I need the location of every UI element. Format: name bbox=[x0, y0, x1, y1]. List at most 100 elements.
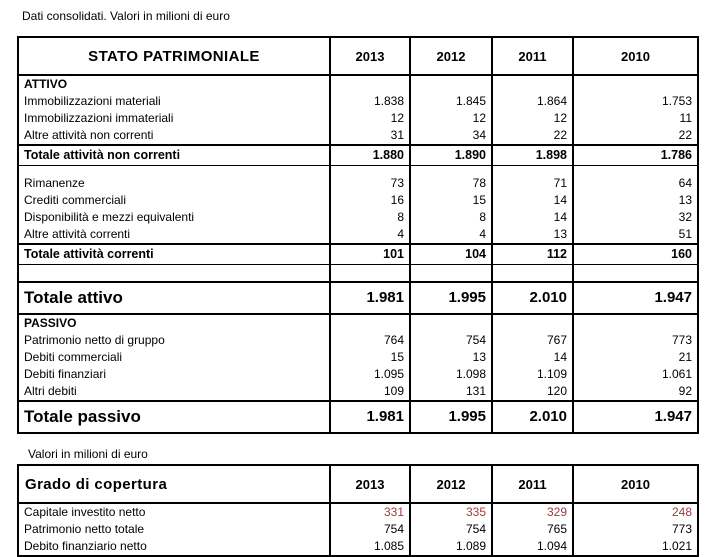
row-label: Rimanenze bbox=[24, 176, 85, 190]
value-cell: 2.010 bbox=[491, 281, 573, 315]
value-cell: 14 bbox=[491, 349, 573, 366]
value-cell: 31 bbox=[329, 127, 410, 145]
value-cell: 4 bbox=[329, 226, 410, 244]
value-cell: 13 bbox=[409, 349, 492, 366]
value-cell: 13 bbox=[491, 226, 573, 244]
value-cell: 1.098 bbox=[409, 366, 492, 383]
value-cell: 22 bbox=[572, 127, 698, 145]
value-cell: 1.753 bbox=[572, 93, 698, 110]
value-cell: 1.898 bbox=[491, 144, 573, 166]
value-cell: 1.094 bbox=[491, 538, 573, 556]
value-cell: 120 bbox=[491, 383, 573, 401]
year-header-2013: 2013 bbox=[329, 465, 410, 504]
table-row-subtotal: Totale attività non correnti 1.880 1.890… bbox=[18, 144, 698, 166]
value-cell: 32 bbox=[572, 209, 698, 226]
value-cell: 51 bbox=[572, 226, 698, 244]
value-cell bbox=[572, 75, 698, 93]
balance-sheet-table: STATO PATRIMONIALE 2013 2012 2011 2010 A… bbox=[17, 36, 699, 434]
value-cell: 13 bbox=[572, 192, 698, 209]
value-cell: 1.981 bbox=[329, 281, 410, 315]
balance-table-header-row: STATO PATRIMONIALE 2013 2012 2011 2010 bbox=[18, 37, 698, 76]
year-header-2011: 2011 bbox=[491, 465, 573, 504]
value-cell: 112 bbox=[491, 243, 573, 265]
value-cell: 773 bbox=[572, 332, 698, 349]
value-cell: 11 bbox=[572, 110, 698, 127]
empty-row bbox=[18, 264, 698, 282]
table-row: Debiti finanziari 1.095 1.098 1.109 1.06… bbox=[18, 366, 698, 383]
value-cell: 16 bbox=[329, 192, 410, 209]
value-cell: 15 bbox=[409, 192, 492, 209]
value-cell: 109 bbox=[329, 383, 410, 401]
value-cell: 1.786 bbox=[572, 144, 698, 166]
table-row-subtotal: Totale attività correnti 101 104 112 160 bbox=[18, 243, 698, 265]
table-row: Altri debiti 109 131 120 92 bbox=[18, 383, 698, 401]
table-row: Debito finanziario netto 1.085 1.089 1.0… bbox=[18, 538, 698, 556]
value-cell bbox=[409, 314, 492, 332]
row-label: Altre attività non correnti bbox=[24, 128, 154, 142]
coverage-table-title: Grado di copertura bbox=[18, 465, 330, 504]
value-cell: 754 bbox=[409, 521, 492, 538]
row-label: Immobilizzazioni materiali bbox=[24, 94, 161, 108]
table-row-capitale-investito: Capitale investito netto 331 335 329 248 bbox=[18, 503, 698, 521]
value-cell: 1.021 bbox=[572, 538, 698, 556]
value-cell: 248 bbox=[572, 503, 698, 521]
table-row-total-passivo: Totale passivo 1.981 1.995 2.010 1.947 bbox=[18, 400, 698, 434]
row-label: Totale attività non correnti bbox=[18, 144, 330, 166]
table-row: Immobilizzazioni immateriali 12 12 12 11 bbox=[18, 110, 698, 127]
value-cell bbox=[491, 314, 573, 332]
value-cell: 1.890 bbox=[409, 144, 492, 166]
row-label: ATTIVO bbox=[24, 77, 68, 91]
row-label: Altre attività correnti bbox=[24, 227, 131, 241]
value-cell: 1.845 bbox=[409, 93, 492, 110]
value-cell: 1.085 bbox=[329, 538, 410, 556]
table-row: Debiti commerciali 15 13 14 21 bbox=[18, 349, 698, 366]
year-header-2012: 2012 bbox=[409, 465, 492, 504]
table-row: Disponibilità e mezzi equivalenti 8 8 14… bbox=[18, 209, 698, 226]
value-cell: 64 bbox=[572, 175, 698, 192]
coverage-table: Grado di copertura 2013 2012 2011 2010 C… bbox=[17, 464, 699, 557]
row-label: Debiti commerciali bbox=[24, 350, 123, 364]
row-label: Totale attività correnti bbox=[18, 243, 330, 265]
value-cell: 92 bbox=[572, 383, 698, 401]
value-cell: 767 bbox=[491, 332, 573, 349]
table-row: Patrimonio netto totale 754 754 765 773 bbox=[18, 521, 698, 538]
row-label: Patrimonio netto di gruppo bbox=[24, 333, 165, 347]
value-cell: 8 bbox=[329, 209, 410, 226]
table-row-total-attivo: Totale attivo 1.981 1.995 2.010 1.947 bbox=[18, 281, 698, 315]
value-cell: 101 bbox=[329, 243, 410, 265]
row-label: Totale attivo bbox=[18, 281, 330, 315]
value-cell: 1.838 bbox=[329, 93, 410, 110]
value-cell: 2.010 bbox=[491, 400, 573, 434]
row-label: Debiti finanziari bbox=[24, 367, 107, 381]
year-header-2011: 2011 bbox=[491, 37, 573, 76]
coverage-table-header-row: Grado di copertura 2013 2012 2011 2010 bbox=[18, 465, 698, 504]
value-cell: 34 bbox=[409, 127, 492, 145]
value-cell: 764 bbox=[329, 332, 410, 349]
value-cell: 12 bbox=[491, 110, 573, 127]
value-cell: 12 bbox=[329, 110, 410, 127]
table-row: Patrimonio netto di gruppo 764 754 767 7… bbox=[18, 332, 698, 349]
row-label: Totale passivo bbox=[18, 400, 330, 434]
year-header-2012: 2012 bbox=[409, 37, 492, 76]
row-label: Capitale investito netto bbox=[24, 505, 146, 519]
row-label: Patrimonio netto totale bbox=[24, 522, 145, 536]
caption-consolidated-data: Dati consolidati. Valori in milioni di e… bbox=[22, 9, 230, 23]
value-cell bbox=[491, 75, 573, 93]
value-cell: 754 bbox=[329, 521, 410, 538]
value-cell: 21 bbox=[572, 349, 698, 366]
row-label: PASSIVO bbox=[24, 316, 77, 330]
spacer-row bbox=[18, 165, 698, 175]
year-header-2010: 2010 bbox=[572, 465, 698, 504]
value-cell: 4 bbox=[409, 226, 492, 244]
value-cell: 14 bbox=[491, 192, 573, 209]
value-cell: 1.864 bbox=[491, 93, 573, 110]
value-cell: 71 bbox=[491, 175, 573, 192]
value-cell: 8 bbox=[409, 209, 492, 226]
value-cell: 754 bbox=[409, 332, 492, 349]
value-cell: 1.995 bbox=[409, 281, 492, 315]
value-cell: 12 bbox=[409, 110, 492, 127]
year-header-2010: 2010 bbox=[572, 37, 698, 76]
caption-values-in-millions: Valori in milioni di euro bbox=[28, 447, 148, 461]
row-label: Debito finanziario netto bbox=[24, 539, 147, 553]
value-cell bbox=[329, 314, 410, 332]
